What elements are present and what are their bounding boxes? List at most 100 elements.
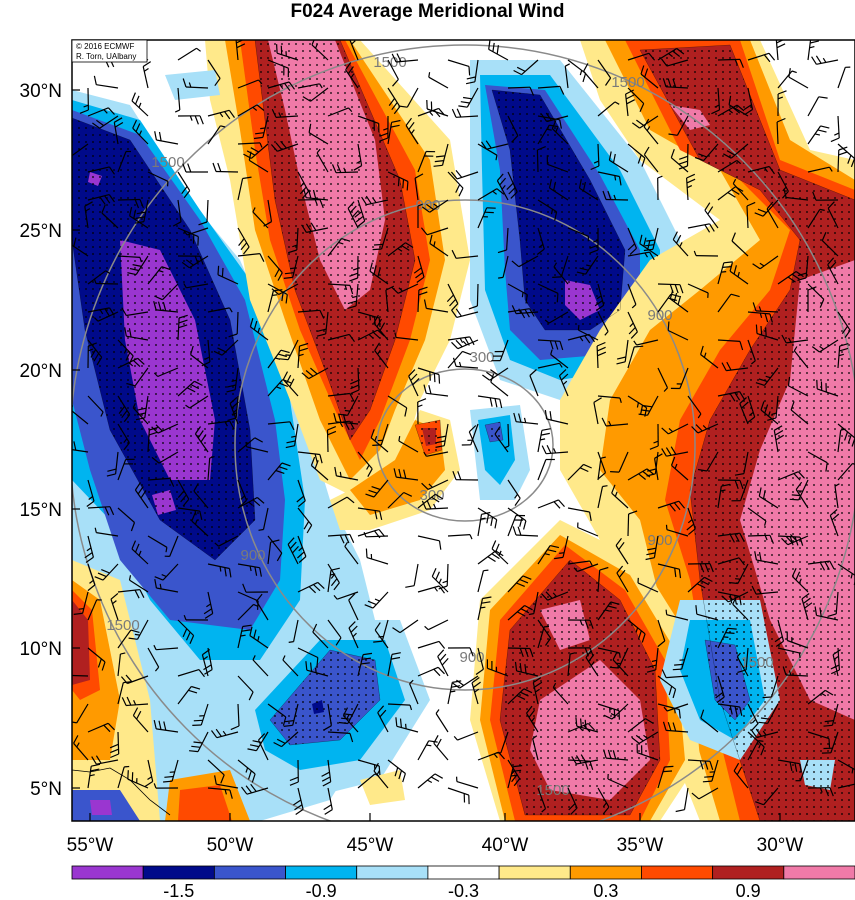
wind-barb-flag [663,387,668,392]
wind-barb-shaft [807,451,828,464]
wind-barb-flag [247,770,252,780]
wind-barb-flag [276,738,286,744]
wind-barb-flag [227,417,237,421]
wind-barb-shaft [234,367,239,390]
wind-barb-shaft [456,365,479,369]
wind-barb-flag [584,335,591,344]
colorbar-swatch [71,865,144,880]
wind-barb-shaft [399,619,419,634]
wind-barb-shaft [637,582,659,593]
wind-barb-flag [441,657,449,666]
wind-barb-shaft [345,69,359,89]
wind-barb-shaft [525,712,539,733]
wind-barb-flag [645,557,655,561]
wind-barb-shaft [117,255,141,258]
wind-barb-shaft [236,311,239,335]
wind-barb-flag [827,201,835,209]
wind-barb-flag [514,493,518,499]
wind-barb-flag [631,304,637,309]
wind-barb-shaft [717,87,721,110]
wind-barb-flag [722,266,732,268]
wind-barb-flag [228,109,235,118]
wind-barb-shaft [837,563,855,577]
wind-barb-flag [319,310,325,319]
wind-barb-shaft [627,468,648,481]
wind-barb-flag [525,294,528,304]
wind-barb-flag [695,605,698,615]
wind-barb-flag [73,612,83,615]
wind-barb-flag [575,755,582,764]
wind-barb-flag [140,490,147,499]
wind-barb-flag [127,770,129,780]
wind-barb-shaft [639,115,659,129]
wind-barb-shaft [276,52,299,61]
wind-barb-shaft [747,339,756,361]
wind-barb-shaft [357,329,378,341]
wind-barb-flag [293,799,302,806]
wind-barb-shaft [567,507,590,513]
wind-barb-flag [181,261,190,269]
wind-barb-flag [523,417,527,423]
wind-barb-flag [668,427,674,433]
wind-barb-flag [804,602,813,609]
wind-barb-flag [577,325,580,331]
longitude-label: 40°W [482,835,529,856]
wind-barb-shaft [832,654,839,677]
wind-barb-shaft [144,395,149,418]
wind-barb-shaft [717,391,740,397]
wind-barb-flag [408,121,415,130]
wind-barb-flag [203,608,213,615]
wind-barb-shaft [609,159,629,173]
wind-barb-flag [733,762,740,772]
wind-barb-shaft [87,107,109,117]
wind-barb-flag [365,548,368,558]
wind-barb-shaft [477,550,497,565]
wind-barb-flag [245,441,248,447]
wind-barb-flag [413,267,422,274]
wind-barb-flag [198,221,208,226]
wind-barb-flag [546,444,552,454]
wind-barb-shaft [546,115,569,123]
wind-barb-shaft [207,759,225,776]
wind-barb-shaft [548,311,569,324]
wind-barb-flag [347,66,354,75]
wind-barb-flag [121,410,128,419]
wind-barb-shaft [235,40,239,61]
wind-barb-flag [699,760,704,770]
wind-barb-shaft [747,52,770,61]
wind-barb-flag [608,420,612,426]
wind-barb-shaft [606,423,629,427]
wind-barb-flag [510,191,518,199]
wind-barb-shaft [417,107,439,117]
wind-barb-flag [468,425,477,433]
wind-barb-shaft [287,339,299,360]
wind-barb-flag [824,720,834,723]
wind-barb-flag [739,480,744,490]
wind-barb-shaft [267,703,287,718]
wind-barb-flag [584,619,589,629]
wind-barb-shaft [717,159,738,173]
wind-barb-shaft [207,458,211,481]
wind-barb-flag [721,271,727,273]
wind-barb-flag [760,746,765,756]
wind-barb-shaft [494,433,509,453]
wind-barb-flag [520,608,530,614]
wind-barb-flag [228,568,232,578]
wind-barb-flag [498,276,504,279]
wind-barb-flag [777,96,784,100]
wind-barb-flag [640,65,645,75]
wind-barb-flag [336,164,342,173]
wind-barb-shaft [597,283,605,306]
wind-barb-flag [324,809,333,815]
wind-barb-flag [352,632,357,638]
wind-barb-flag [348,593,356,601]
wind-barb-shaft [459,675,479,689]
wind-barb-shaft [791,575,809,593]
wind-barb-flag [628,510,638,515]
wind-barb-flag [197,430,204,439]
wind-barb-flag [339,422,344,428]
wind-barb-shaft [132,407,149,425]
wind-barb-shaft [679,367,689,389]
longitude-axis: 55°W 50°W 45°W 40°W 35°W 30°W [67,813,803,856]
wind-barb-flag [716,696,725,703]
